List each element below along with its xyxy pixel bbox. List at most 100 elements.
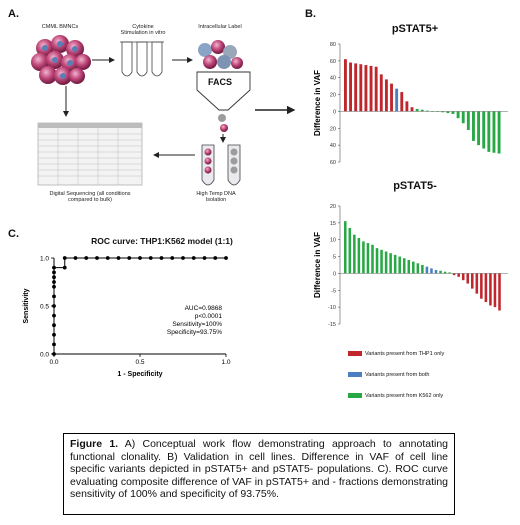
roc-point <box>116 256 121 260</box>
bar <box>498 273 501 311</box>
bar <box>451 111 455 114</box>
y-tick-label: 10 <box>330 238 336 244</box>
legend-label-thp1: Variants present from THP1 only <box>365 350 445 357</box>
roc-point <box>52 342 56 347</box>
bar <box>344 59 347 112</box>
bar <box>487 111 491 152</box>
bar <box>461 273 465 281</box>
bar <box>461 111 465 124</box>
roc-point <box>52 352 56 356</box>
roc-point <box>127 256 132 260</box>
bar <box>466 111 470 130</box>
roc-point <box>52 294 56 299</box>
roc-point <box>52 313 56 318</box>
roc-chart: 0.00.0 0.5 0.5 1.0 1.0 Sensitivity 1 - Specifi… <box>23 256 231 379</box>
roc-x-tick-label: 1.0 <box>221 359 230 366</box>
bar <box>384 251 388 274</box>
bar <box>456 111 460 119</box>
bar <box>489 273 492 306</box>
roc-point <box>95 256 99 260</box>
y-axis-label: Difference in VAF <box>313 70 322 136</box>
roc-x-tick-label: 0.0 <box>49 359 58 366</box>
roc-point <box>170 256 175 260</box>
roc-point <box>62 265 67 270</box>
bar <box>482 111 486 149</box>
legend-swatch-thp1 <box>348 351 362 356</box>
bar <box>448 272 451 274</box>
panel-a-label: A. <box>8 8 19 20</box>
roc-point <box>202 256 207 260</box>
y-tick-label: -10 <box>328 305 336 311</box>
bar <box>354 63 358 112</box>
y-tick-label: 20 <box>330 126 336 132</box>
bar <box>398 256 401 274</box>
bar <box>430 268 433 274</box>
bar <box>492 111 496 153</box>
y-tick-label: 60 <box>330 160 336 166</box>
legend-item-thp1: Variants present from THP1 only <box>348 347 508 360</box>
facs-funnel-icon <box>196 71 251 111</box>
panel-b-label: B. <box>305 8 316 20</box>
y-tick-label: 40 <box>330 143 336 149</box>
legend-label-both: Variants present from both <box>365 371 430 378</box>
figure-caption: Figure 1. A) Conceptual work flow demons… <box>63 433 455 515</box>
legend-item-k562: Variants present from K562 only <box>348 389 508 402</box>
bar <box>362 241 365 274</box>
bar <box>344 221 347 274</box>
chart-pstat5-minus-title: pSTAT5- <box>393 180 437 192</box>
y-tick-label: -5 <box>331 288 336 294</box>
bar <box>493 273 497 308</box>
bar <box>412 261 415 274</box>
bar <box>371 244 374 274</box>
bar <box>421 265 424 274</box>
cell-cluster-image <box>31 35 91 85</box>
roc-point <box>52 284 56 289</box>
bar <box>369 65 373 112</box>
roc-point <box>181 256 185 260</box>
roc-annotation: p<0.0001 <box>195 313 223 320</box>
step-facs-label: FACS <box>208 77 233 87</box>
roc-point <box>62 256 67 260</box>
roc-title: ROC curve: THP1:K562 model (1:1) <box>91 236 233 246</box>
legend-swatch-k562 <box>348 393 362 398</box>
y-tick-label: -15 <box>328 322 336 328</box>
bar <box>405 101 409 112</box>
bar <box>452 273 456 276</box>
bar <box>425 110 429 112</box>
roc-annotation: AUC=0.9868 <box>185 305 223 312</box>
legend: Variants present from THP1 only Variants… <box>348 347 508 402</box>
dna-tubes-image <box>201 144 241 186</box>
bar <box>443 271 447 274</box>
roc-y-tick-label: 0.0 <box>40 352 49 359</box>
bar <box>410 107 414 112</box>
y-tick-label: 60 <box>330 59 336 65</box>
roc-point <box>52 332 56 337</box>
roc-point <box>148 256 153 260</box>
y-tick-label: 0 <box>333 109 336 115</box>
legend-swatch-both <box>348 372 362 377</box>
roc-point <box>52 280 56 284</box>
tubes-image <box>120 41 164 77</box>
bar <box>420 109 424 112</box>
bar <box>374 66 378 112</box>
step-intracellular-label: Intracellular Label <box>198 24 242 30</box>
roc-point <box>138 256 142 260</box>
bar <box>348 227 352 274</box>
roc-y-tick-label: 0.5 <box>40 304 49 311</box>
bar <box>379 74 383 112</box>
bar <box>400 92 404 112</box>
y-tick-label: 20 <box>330 93 336 99</box>
bar <box>466 273 470 284</box>
bar <box>357 238 361 274</box>
bar <box>457 273 460 277</box>
workflow-diagram <box>31 35 296 186</box>
legend-item-both: Variants present from both <box>348 368 508 381</box>
legend-label-k562: Variants present from K562 only <box>365 392 444 399</box>
bar <box>477 111 481 146</box>
y-tick-label: 20 <box>330 204 336 210</box>
bar <box>439 270 442 274</box>
bar <box>497 111 501 154</box>
bar <box>407 259 411 274</box>
roc-point <box>52 270 56 275</box>
roc-y-label: Sensitivity <box>23 288 30 323</box>
